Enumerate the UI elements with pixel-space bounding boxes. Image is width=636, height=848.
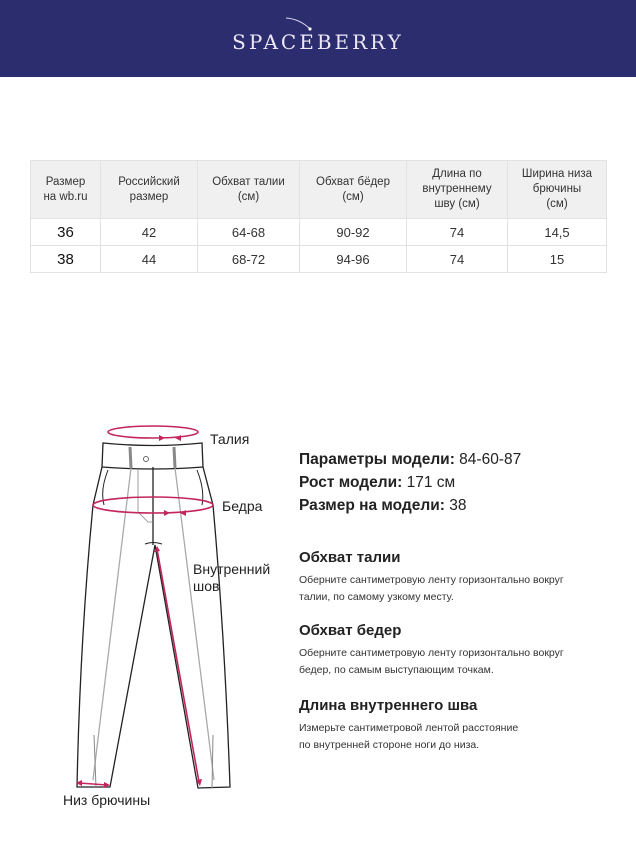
col-header: Длина по внутреннему шву (см) (406, 160, 508, 219)
shooting-star-icon (286, 17, 312, 31)
hip-measure (92, 496, 214, 514)
hem-measure (78, 782, 108, 786)
measurement-lines (78, 425, 214, 786)
cell: 14,5 (507, 218, 607, 246)
pants-outline (76, 442, 231, 789)
inseam-label-line: шов (193, 578, 220, 594)
brand-name: SPACEBERRY (232, 29, 404, 54)
section-title: Длина внутреннего шва (299, 697, 478, 714)
section-text: талии, по самому узкому месту. (299, 591, 454, 603)
section-text: Оберните сантиметровую ленту горизонталь… (299, 647, 564, 659)
inseam-measure (156, 548, 200, 783)
section-title: Обхват бедер (299, 622, 402, 639)
table-row: 38 44 68-72 94-96 74 15 (30, 245, 607, 273)
cell: 74 (406, 245, 508, 273)
section-text: бедер, по самым выступающим точкам. (299, 664, 494, 676)
cell: 44 (100, 245, 198, 273)
section-title: Обхват талии (299, 549, 401, 566)
section-inseam: Длина внутреннего шва Измерьте сантиметро… (299, 697, 518, 754)
button-icon (143, 456, 149, 462)
hips-label: Бедра (222, 498, 263, 514)
col-header: Обхват бёдер (см) (299, 160, 407, 219)
value: 171 см (402, 474, 456, 491)
label: Параметры модели: (299, 451, 455, 468)
brand-logo: SPACEBERRY (232, 17, 404, 54)
arrow-icons (76, 435, 202, 788)
section-text: Измерьте сантиметровой лентой расстояние (299, 722, 519, 734)
section-hips: Обхват бедер Оберните сантиметровую ленту… (299, 622, 564, 679)
section-text: Оберните сантиметровую ленту горизонталь… (299, 574, 564, 586)
cell: 68-72 (197, 245, 300, 273)
hem-label: Низ брючины (63, 792, 151, 808)
model-size: Размер на модели: 38 (299, 494, 521, 517)
model-params: Параметры модели: 84-60-87 Рост модели: … (299, 448, 521, 517)
col-header: Обхват талии (см) (197, 160, 300, 219)
section-text: по внутренней стороне ноги до низа. (299, 739, 480, 751)
label: Рост модели: (299, 474, 403, 491)
cell: 15 (507, 245, 607, 273)
section-waist: Обхват талии Оберните сантиметровую ленту… (299, 549, 564, 606)
value: 38 (444, 497, 467, 514)
cell: 38 (30, 245, 101, 273)
waist-measure (107, 425, 199, 439)
waist-label: Талия (210, 431, 250, 447)
value: 84-60-87 (454, 451, 522, 468)
model-height: Рост модели: 171 см (299, 471, 521, 494)
inseam-label-line: Внутренний (193, 561, 271, 577)
label: Размер на модели: (299, 497, 445, 514)
col-header: Ширина низа брючины (см) (507, 160, 607, 219)
cell: 74 (406, 218, 508, 246)
cell: 94-96 (299, 245, 407, 273)
header-banner: SPACEBERRY (0, 0, 636, 77)
inseam-label: Внутренний шов (193, 561, 270, 595)
size-table: Размер на wb.ru Российский размер Обхват т… (30, 160, 607, 273)
model-measurements: Параметры модели: 84-60-87 (299, 448, 521, 471)
